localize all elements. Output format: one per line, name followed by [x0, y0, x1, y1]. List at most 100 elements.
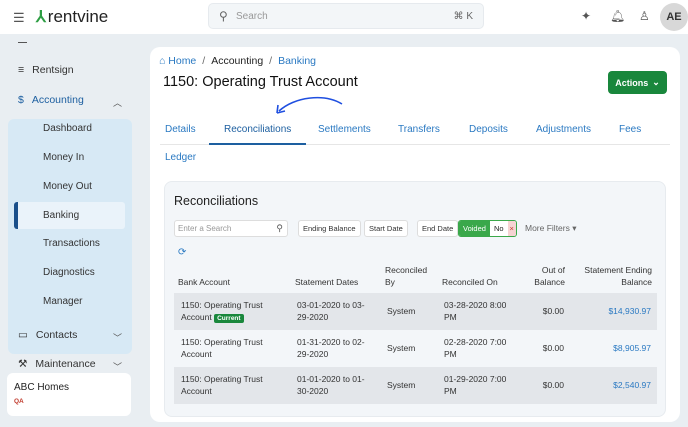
tab-transfers[interactable]: Transfers: [398, 124, 440, 135]
column-header[interactable]: Statement Ending Balance: [584, 265, 652, 287]
tab-deposits[interactable]: Deposits: [469, 124, 508, 135]
ending-balance[interactable]: $8,905.97: [613, 343, 651, 353]
org-env: QA: [14, 398, 24, 405]
breadcrumb-home[interactable]: ⌂ Home: [159, 55, 197, 67]
reconciled-by: System: [387, 343, 416, 353]
column-header[interactable]: Statement Dates: [295, 277, 359, 287]
search-placeholder: Enter a Search: [178, 224, 232, 233]
sidebar-item-rentsign[interactable]: ≡ Rentsign: [18, 64, 74, 76]
sidebar-item-label: Rentsign: [32, 64, 74, 76]
reconciled-by: System: [387, 380, 416, 390]
top-bar: ☰ ⅄ rentvine ⚲ Search ⌘ K ✦ 🔔︎ ♙ AE: [0, 0, 688, 34]
filter-ending-balance[interactable]: Ending Balance: [298, 220, 361, 237]
clear-filter-icon[interactable]: ×: [507, 221, 516, 236]
ending-balance[interactable]: $14,930.97: [608, 306, 651, 316]
tab-details[interactable]: Details: [165, 124, 196, 135]
breadcrumb: ⌂ Home / Accounting / Banking: [159, 55, 316, 67]
sidebar-sub-money-out[interactable]: Money Out: [43, 181, 92, 192]
filter-end-date[interactable]: End Date: [417, 220, 459, 237]
column-header[interactable]: Bank Account: [178, 277, 230, 287]
sparkle-icon[interactable]: ✦: [581, 9, 592, 23]
out-of-balance: $0.00: [542, 380, 564, 390]
tab-reconciliations[interactable]: Reconciliations: [209, 124, 307, 145]
actions-label: Actions: [615, 77, 649, 88]
actions-button[interactable]: Actions ⌄: [608, 71, 667, 94]
chevron-up-icon[interactable]: ︿: [112, 98, 122, 108]
sidebar-item-maintenance[interactable]: ⚒ Maintenance: [18, 358, 96, 370]
search-placeholder: Search: [236, 11, 268, 22]
separator: /: [269, 55, 273, 67]
search-icon: ⚲: [219, 9, 228, 23]
sidebar-sub-diagnostics[interactable]: Diagnostics: [43, 267, 95, 278]
sidebar-item-label: Accounting: [31, 94, 84, 106]
current-badge: Current: [214, 314, 244, 323]
bell-icon[interactable]: 🔔︎: [610, 9, 626, 23]
statement-dates: 01-31-2020 to 02-29-2020: [297, 337, 365, 359]
sidebar-sub-manager[interactable]: Manager: [43, 296, 83, 307]
breadcrumb-banking[interactable]: Banking: [278, 55, 317, 67]
bank-account[interactable]: 1150: Operating Trust Account: [181, 374, 263, 396]
reconciliation-search-input[interactable]: Enter a Search ⚲: [174, 220, 288, 237]
contacts-icon: ▭: [18, 329, 28, 341]
filter-start-date[interactable]: Start Date: [364, 220, 408, 237]
search-input[interactable]: ⚲ Search ⌘ K: [208, 3, 484, 29]
voided-label: Voided: [459, 221, 490, 236]
menu-icon[interactable]: ☰: [13, 10, 25, 25]
search-shortcut: ⌘ K: [453, 11, 473, 22]
sidebar-item-accounting[interactable]: $ Accounting: [18, 94, 84, 106]
reconciled-by: System: [387, 306, 416, 316]
reconciled-on: 01-29-2020 7:00 PM: [444, 374, 507, 396]
statement-dates: 01-01-2020 to 01-30-2020: [297, 374, 365, 396]
ending-balance[interactable]: $2,540.97: [613, 380, 651, 390]
table-row[interactable]: 1150: Operating Trust Account 01-01-2020…: [174, 367, 657, 404]
column-header[interactable]: Reconciled On: [442, 277, 498, 287]
chevron-down-icon[interactable]: ﹀: [112, 362, 122, 372]
sidebar-sub-dashboard[interactable]: Dashboard: [43, 123, 92, 134]
reconciliations-card: Reconciliations Enter a Search ⚲ Ending B…: [164, 181, 666, 417]
more-filters-button[interactable]: More Filters ▾: [525, 223, 577, 233]
card-title: Reconciliations: [174, 194, 259, 208]
voided-value: No: [489, 221, 508, 236]
collapse-icon[interactable]: [18, 42, 27, 43]
tab-divider: [160, 144, 670, 145]
active-indicator: [14, 202, 125, 229]
out-of-balance: $0.00: [542, 306, 564, 316]
logo[interactable]: ⅄ rentvine: [36, 7, 108, 27]
bank-account[interactable]: 1150: Operating Trust Account: [181, 337, 263, 359]
bank-account[interactable]: 1150: Operating Trust Account: [181, 300, 263, 322]
tab-settlements[interactable]: Settlements: [318, 124, 371, 135]
sidebar-item-label: Maintenance: [35, 358, 96, 370]
accounting-group: [8, 119, 132, 354]
main-panel: ⌂ Home / Accounting / Banking 1150: Oper…: [150, 47, 680, 422]
dollar-icon: $: [18, 94, 24, 106]
sidebar: ≡ Rentsign $ Accounting ︿ Dashboard Money …: [0, 34, 140, 427]
tab-fees[interactable]: Fees: [619, 124, 642, 135]
tab-ledger[interactable]: Ledger: [165, 152, 197, 163]
org-name: ABC Homes: [14, 382, 70, 393]
sidebar-item-contacts[interactable]: ▭ Contacts: [18, 329, 77, 341]
column-header[interactable]: Reconciled By: [385, 265, 428, 287]
chevron-down-icon: ⌄: [652, 77, 660, 87]
sidebar-sub-transactions[interactable]: Transactions: [43, 238, 100, 249]
home-label: Home: [168, 55, 197, 67]
reconciled-on: 03-28-2020 8:00 PM: [444, 300, 507, 322]
breadcrumb-accounting[interactable]: Accounting: [211, 55, 264, 67]
separator: /: [202, 55, 206, 67]
out-of-balance: $0.00: [542, 343, 564, 353]
chevron-down-icon[interactable]: ﹀: [112, 333, 122, 343]
table-row[interactable]: 1150: Operating Trust Account 01-31-2020…: [174, 330, 657, 367]
statement-dates: 03-01-2020 to 03-29-2020: [297, 300, 365, 322]
page-title: 1150: Operating Trust Account: [163, 74, 358, 90]
rentvine-logo-icon: ⅄: [36, 9, 46, 26]
column-header[interactable]: Out of Balance: [534, 265, 565, 287]
user-icon[interactable]: ♙: [639, 9, 650, 23]
sidebar-sub-money-in[interactable]: Money In: [43, 152, 85, 163]
tab-adjustments[interactable]: Adjustments: [536, 124, 592, 135]
org-switcher[interactable]: ABC Homes QA: [7, 373, 131, 416]
filter-voided[interactable]: Voided No ×: [458, 220, 517, 237]
sidebar-item-label: Contacts: [35, 329, 78, 341]
avatar[interactable]: AE: [660, 3, 688, 31]
table-row[interactable]: 1150: Operating Trust Account Current 03…: [174, 293, 657, 330]
refresh-icon[interactable]: ⟳: [178, 247, 187, 258]
sidebar-sub-banking[interactable]: Banking: [43, 210, 80, 221]
